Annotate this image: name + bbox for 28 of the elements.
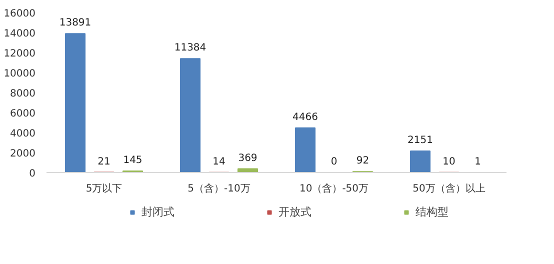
- legend-label: 开放式: [278, 204, 312, 220]
- y-tick-label: 10000: [4, 68, 36, 80]
- x-tick-label: 5万以下: [86, 182, 122, 194]
- y-tick-label: 2000: [10, 148, 36, 160]
- x-tick-label: 50万（含）以上: [412, 182, 486, 194]
- y-tick-label: 4000: [10, 128, 36, 140]
- data-label: 145: [123, 155, 142, 166]
- y-tick-label: 6000: [10, 108, 36, 120]
- y-tick-label: 14000: [4, 28, 36, 40]
- data-label: 4466: [292, 112, 318, 123]
- data-label: 14: [212, 156, 226, 168]
- y-tick-label: 8000: [10, 88, 36, 100]
- y-tick-label: 0: [29, 168, 36, 180]
- data-label: 21: [98, 156, 110, 168]
- legend-label: 结构型: [416, 204, 448, 220]
- data-label: 92: [356, 156, 370, 167]
- y-tick-label: 16000: [4, 8, 36, 20]
- data-label: 10: [442, 156, 456, 168]
- x-tick-label: 5（含）-10万: [188, 182, 250, 194]
- data-label: 0: [330, 156, 338, 168]
- data-label: 369: [238, 152, 258, 164]
- data-label: 13891: [59, 18, 92, 29]
- x-tick-label: 10（含）-50万: [299, 182, 369, 194]
- data-label: 1: [474, 156, 481, 168]
- data-label: 11384: [174, 42, 206, 54]
- y-tick-label: 12000: [4, 48, 36, 60]
- data-label: 2151: [408, 134, 433, 146]
- legend-label: 封闭式: [142, 204, 174, 220]
